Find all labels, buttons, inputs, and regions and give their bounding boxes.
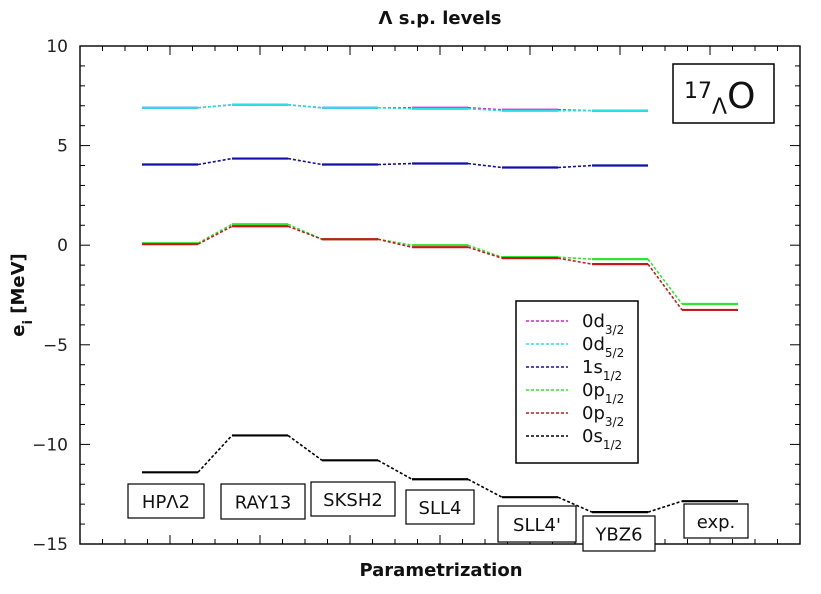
legend-entry: 0p1/2: [582, 380, 624, 406]
connector-0s1-2: [467, 478, 503, 498]
y-tick-label: −10: [32, 435, 68, 455]
connector-1s1-2: [287, 157, 323, 166]
connector-0s1-2: [377, 459, 413, 480]
connector-0d5-2: [287, 103, 323, 109]
category-box: [310, 481, 396, 517]
x-axis-label: Parametrization: [359, 560, 522, 581]
connector-0p3-2: [557, 257, 593, 265]
nucleus-box: [672, 63, 775, 124]
category-label: SKSH2: [323, 490, 383, 511]
legend-entry: 0d5/2: [582, 334, 624, 360]
connector-0s1-2: [197, 434, 233, 473]
legend-entry: 1s1/2: [582, 357, 622, 383]
category-label: SLL4': [513, 515, 561, 536]
connector-1s1-2: [377, 162, 413, 166]
y-tick-label: 0: [57, 236, 68, 256]
connector-1s1-2: [467, 162, 503, 169]
y-axis-label: ei [MeV]: [8, 253, 36, 336]
connector-0d5-2: [377, 106, 413, 110]
y-tick-label: 5: [57, 137, 68, 157]
connector-0s1-2: [287, 434, 323, 461]
connector-0d5-2: [467, 107, 503, 112]
category-box: [220, 483, 306, 520]
category-label: RAY13: [235, 493, 292, 514]
y-tick-label: −15: [32, 535, 68, 555]
chart-title: Λ s.p. levels: [379, 8, 502, 29]
legend-entry: 0s1/2: [582, 426, 622, 452]
connector-1s1-2: [197, 157, 233, 166]
connector-0p3-2: [287, 225, 323, 240]
category-box: [127, 483, 205, 519]
connector-0p3-2: [197, 225, 233, 245]
nucleus-label: 17ΛO: [684, 76, 755, 120]
category-label: SLL4: [419, 498, 462, 519]
connector-0d3-2: [467, 106, 503, 111]
connector-0p1-2: [647, 258, 683, 305]
connector-0p3-2: [377, 238, 413, 248]
connector-0s1-2: [647, 500, 683, 513]
category-box: [405, 489, 475, 525]
series-layer: [142, 103, 738, 514]
connector-0p3-2: [647, 263, 683, 311]
connector-0d5-2: [197, 103, 233, 109]
connector-1s1-2: [557, 164, 593, 169]
connector-0p1-2: [197, 223, 233, 244]
connector-0p1-2: [467, 244, 503, 258]
text-layer: 10 5 0 −5 −10 −15 Λ s.p. levels Parametrization…: [8, 8, 775, 581]
category-box: [497, 505, 577, 543]
y-tick-label: −5: [43, 336, 68, 356]
category-label: YBZ6: [594, 525, 642, 546]
category-box: [582, 515, 656, 552]
legend-entry: 0d3/2: [582, 311, 624, 337]
category-label: exp.: [697, 512, 736, 533]
connector-0s1-2: [557, 496, 593, 513]
connector-0p3-2: [467, 246, 503, 259]
category-box: [683, 503, 749, 539]
y-tick-label: 10: [46, 37, 68, 57]
category-label: HPΛ2: [142, 492, 190, 513]
legend-entry: 0p3/2: [582, 403, 624, 429]
connector-0p1-2: [557, 256, 593, 260]
